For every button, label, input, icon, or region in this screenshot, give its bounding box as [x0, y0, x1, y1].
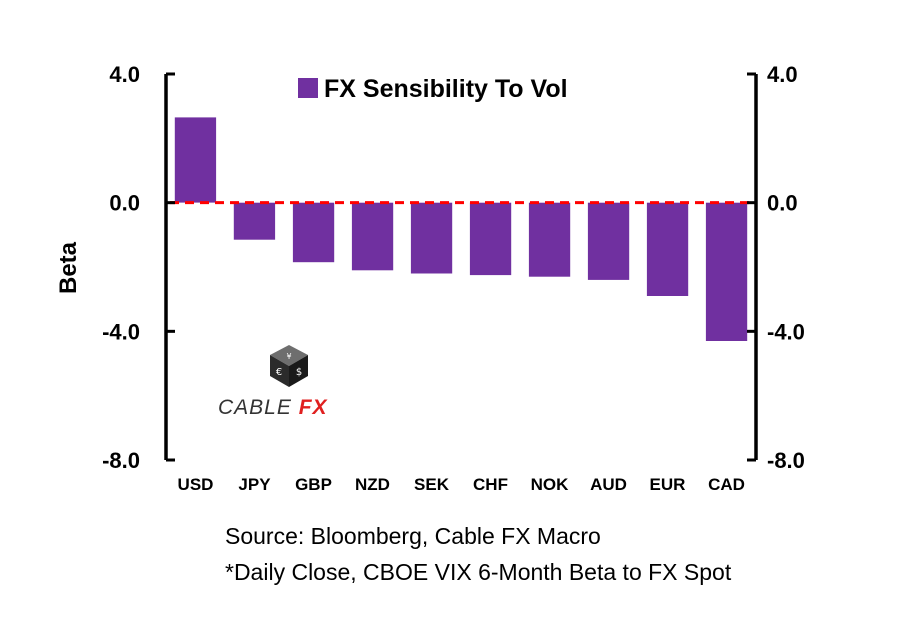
left-tick-labels: 4.0 0.0 -4.0 -8.0 [102, 62, 140, 473]
legend-label: FX Sensibility To Vol [324, 75, 568, 103]
category-label-nzd: NZD [355, 475, 390, 494]
category-label-cad: CAD [708, 475, 745, 494]
bar-nzd [351, 202, 394, 271]
right-tick-label: -4.0 [767, 319, 805, 344]
category-label-nok: NOK [531, 475, 570, 494]
right-tick-label: -8.0 [767, 448, 805, 473]
svg-text:¥: ¥ [286, 352, 291, 361]
right-tick-label: 0.0 [767, 191, 798, 216]
bar-jpy [233, 202, 276, 240]
right-tick-labels: 4.0 0.0 -4.0 -8.0 [767, 62, 805, 473]
bar-sek [410, 202, 453, 274]
cable-fx-logo: € $ ¥ CABLE FX [218, 345, 329, 419]
axes-group [164, 72, 758, 462]
bar-cad [705, 202, 748, 341]
category-label-sek: SEK [414, 475, 450, 494]
bar-aud [587, 202, 630, 280]
legend: FX Sensibility To Vol [298, 75, 568, 103]
legend-swatch [298, 78, 318, 98]
category-labels: USD JPY GBP NZD SEK CHF NOK AUD EUR CAD [178, 475, 745, 494]
category-label-aud: AUD [590, 475, 627, 494]
bar-gbp [292, 202, 335, 263]
bar-usd [174, 117, 217, 203]
left-tick-label: -8.0 [102, 448, 140, 473]
bar-eur [646, 202, 689, 296]
logo-wordmark: CABLE FX [218, 396, 329, 419]
bar-nok [528, 202, 571, 277]
dice-icon: € $ ¥ [270, 345, 308, 387]
method-note: *Daily Close, CBOE VIX 6-Month Beta to F… [225, 559, 732, 585]
svg-text:€: € [276, 367, 282, 378]
svg-text:$: $ [296, 367, 302, 378]
bar-chf [469, 202, 512, 276]
category-label-jpy: JPY [238, 475, 271, 494]
right-tick-label: 4.0 [767, 62, 798, 87]
category-label-gbp: GBP [295, 475, 332, 494]
y-axis-label: Beta [55, 241, 82, 294]
category-label-eur: EUR [650, 475, 686, 494]
left-tick-label: 4.0 [109, 62, 140, 87]
category-label-chf: CHF [473, 475, 508, 494]
left-tick-label: 0.0 [109, 191, 140, 216]
left-tick-label: -4.0 [102, 319, 140, 344]
source-note: Source: Bloomberg, Cable FX Macro [225, 523, 601, 549]
category-label-usd: USD [178, 475, 214, 494]
bars-group [174, 117, 748, 341]
